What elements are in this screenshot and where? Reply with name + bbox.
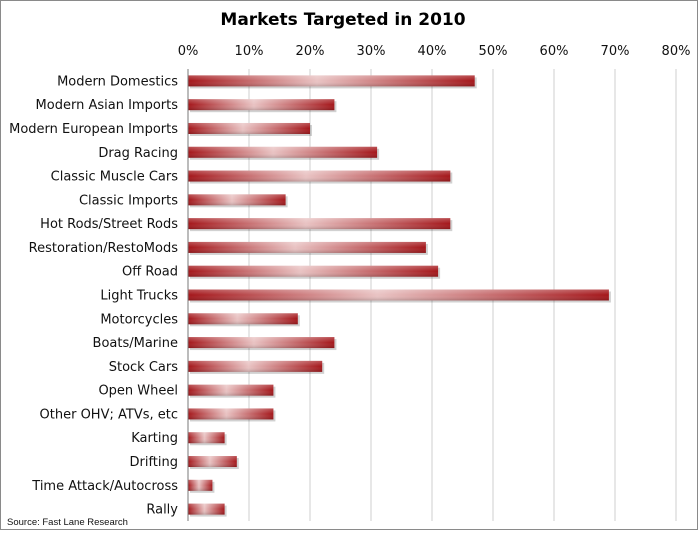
category-label: Motorcycles [100,312,178,327]
bar-highlight [188,289,609,301]
bar [188,99,337,113]
x-tick-label: 0% [178,44,199,59]
category-label: Other OHV; ATVs, etc [40,407,178,422]
bar [188,218,453,232]
bar [188,289,611,303]
category-label: Classic Imports [79,193,178,208]
category-label: Modern European Imports [9,122,178,137]
bar-highlight [188,75,475,87]
bar [188,503,227,517]
bar-highlight [188,170,451,182]
x-tick-label: 10% [235,44,264,59]
category-label: Off Road [122,265,178,280]
x-tick-label: 50% [479,44,508,59]
bar-highlight [188,99,335,111]
bar-highlight [188,194,286,206]
x-tick-label: 70% [601,44,630,59]
bar [188,479,215,493]
bar-highlight [188,456,237,468]
category-label: Light Trucks [100,289,178,304]
bar-highlight [188,146,378,158]
bar-highlight [188,503,225,515]
bar [188,146,380,160]
category-labels: Modern Domestics Modern Asian Imports Mode… [9,74,178,517]
x-tick-label: 40% [418,44,447,59]
x-tick-label: 80% [662,44,691,59]
category-label: Drifting [129,455,178,470]
bar [188,170,453,184]
bar-highlight [188,432,225,444]
bar [188,241,428,255]
bar-highlight [188,218,451,230]
chart-title: Markets Targeted in 2010 [220,10,465,30]
bar-highlight [188,122,310,134]
bar [188,265,441,279]
category-label: Karting [131,431,178,446]
x-tick-label: 20% [296,44,325,59]
bar [188,360,325,374]
bar-highlight [188,241,426,253]
bar-highlight [188,360,323,372]
category-label: Restoration/RestoMods [29,241,179,256]
category-label: Modern Asian Imports [36,98,179,113]
x-tick-label: 30% [357,44,386,59]
bar [188,456,239,470]
category-label: Boats/Marine [93,336,178,351]
bar-highlight [188,408,274,420]
bar [188,432,227,446]
bar [188,75,477,89]
source-note: Source: Fast Lane Research [7,517,128,528]
category-label: Stock Cars [109,360,178,375]
x-tick-label: 60% [540,44,569,59]
category-label: Modern Domestics [57,74,178,89]
bar [188,313,300,327]
category-label: Classic Muscle Cars [51,170,179,185]
bar-highlight [188,337,335,349]
bar-highlight [188,313,298,325]
bars [188,75,611,517]
bar-highlight [188,384,274,396]
bar-highlight [188,265,439,277]
category-label: Drag Racing [98,146,178,161]
bar-highlight [188,479,213,491]
bar [188,194,288,208]
category-label: Hot Rods/Street Rods [40,217,178,232]
bar [188,408,276,422]
category-label: Rally [146,503,178,518]
bar [188,384,276,398]
bar [188,337,337,351]
x-axis-ticks: 0% 10% 20% 30% 40% 50% 60% 70% 80% [178,44,691,59]
category-label: Open Wheel [98,384,178,399]
category-label: Time Attack/Autocross [31,479,178,494]
bar [188,122,312,136]
